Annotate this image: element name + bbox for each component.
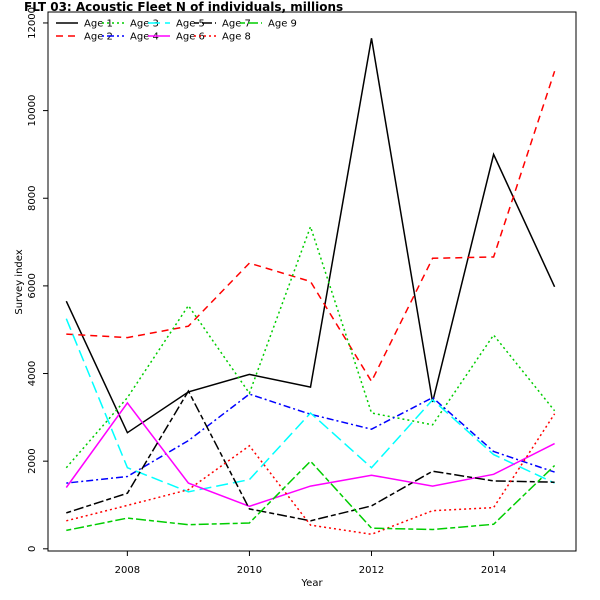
legend: Age 1 Age 2 Age 3 Age 4 Age 5 Age 6 Age 7 Age 8… [56, 19, 297, 43]
y-tick-label: 0 [27, 546, 38, 552]
y-tick-label: 8000 [27, 186, 38, 211]
series-line-age-4 [66, 393, 555, 484]
legend-label: Age 7 [222, 19, 251, 30]
series-line-age-1 [65, 38, 556, 434]
series-line-age-5 [65, 318, 555, 493]
legend-label: Age 8 [222, 32, 251, 43]
legend-label: Age 1 [84, 19, 113, 30]
x-tick-label: 2010 [237, 565, 262, 576]
series-line-age-7 [66, 389, 555, 522]
y-tick-label: 2000 [27, 448, 38, 473]
plot-frame [47, 11, 577, 552]
legend-label: Age 6 [176, 32, 205, 43]
series-line-age-9 [66, 460, 556, 532]
x-tick-label: 2014 [481, 565, 506, 576]
legend-label: Age 5 [176, 19, 205, 30]
x-tick-label: 2012 [359, 565, 384, 576]
legend-label: Age 2 [84, 32, 113, 43]
legend-label: Age 4 [130, 32, 159, 43]
legend-label: Age 3 [130, 19, 159, 30]
y-tick-label: 10000 [27, 95, 38, 127]
series-line-age-6 [65, 401, 555, 508]
x-axis-label: Year [300, 578, 323, 589]
series-line-age-2 [66, 70, 556, 383]
plot-area: 2008 2010 2012 2014 0 2000 4000 6000 8000 10000 12… [27, 7, 577, 576]
y-tick-label: 6000 [27, 273, 38, 298]
y-tick-label: 12000 [27, 7, 38, 39]
y-axis-label: Survey index [14, 249, 25, 314]
chart-title: FLT 03: Acoustic Fleet N of individuals,… [24, 0, 343, 14]
series-line-age-3 [65, 224, 556, 469]
series-line-age-8 [66, 413, 556, 536]
x-tick-label: 2008 [115, 565, 140, 576]
legend-label: Age 9 [268, 19, 297, 30]
y-tick-label: 4000 [27, 361, 38, 386]
